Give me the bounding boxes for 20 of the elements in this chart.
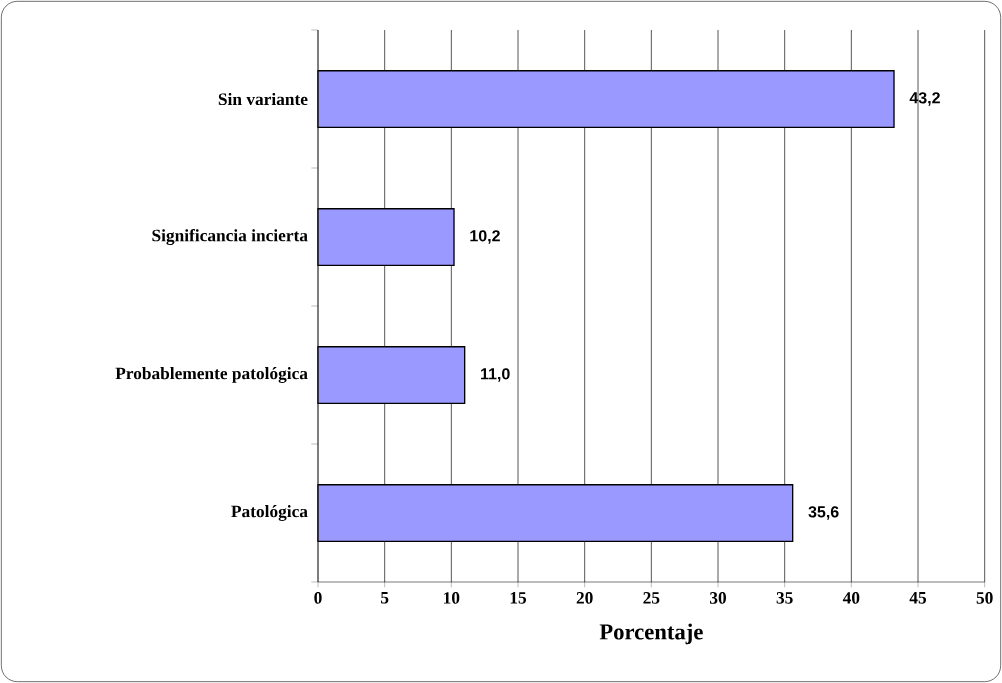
data-label: 35,6 xyxy=(808,506,839,520)
x-axis-title: Porcentaje xyxy=(599,623,703,645)
x-tick-label: 5 xyxy=(381,592,389,604)
x-tick-label: 10 xyxy=(444,592,460,604)
x-tick-label: 50 xyxy=(976,592,993,604)
y-tick-label: Patológica xyxy=(231,505,308,521)
x-tick-label: 30 xyxy=(709,592,727,604)
x-tick-label: 0 xyxy=(314,592,322,604)
y-tick-label: Significancia incierta xyxy=(152,228,308,246)
x-tick-label: 25 xyxy=(643,592,660,604)
data-label: 11,0 xyxy=(481,368,510,382)
y-tick-label: Probablemente patológica xyxy=(115,367,308,383)
x-tick-label: 15 xyxy=(510,592,527,604)
x-tick-label: 40 xyxy=(842,592,860,604)
data-label: 10,2 xyxy=(470,230,500,244)
data-label: 43,2 xyxy=(909,92,940,106)
x-tick-label: 45 xyxy=(909,592,927,604)
x-tick-label: 35 xyxy=(776,592,793,604)
y-tick-label: Sin variante xyxy=(218,92,308,106)
x-tick-label: 20 xyxy=(576,592,593,604)
